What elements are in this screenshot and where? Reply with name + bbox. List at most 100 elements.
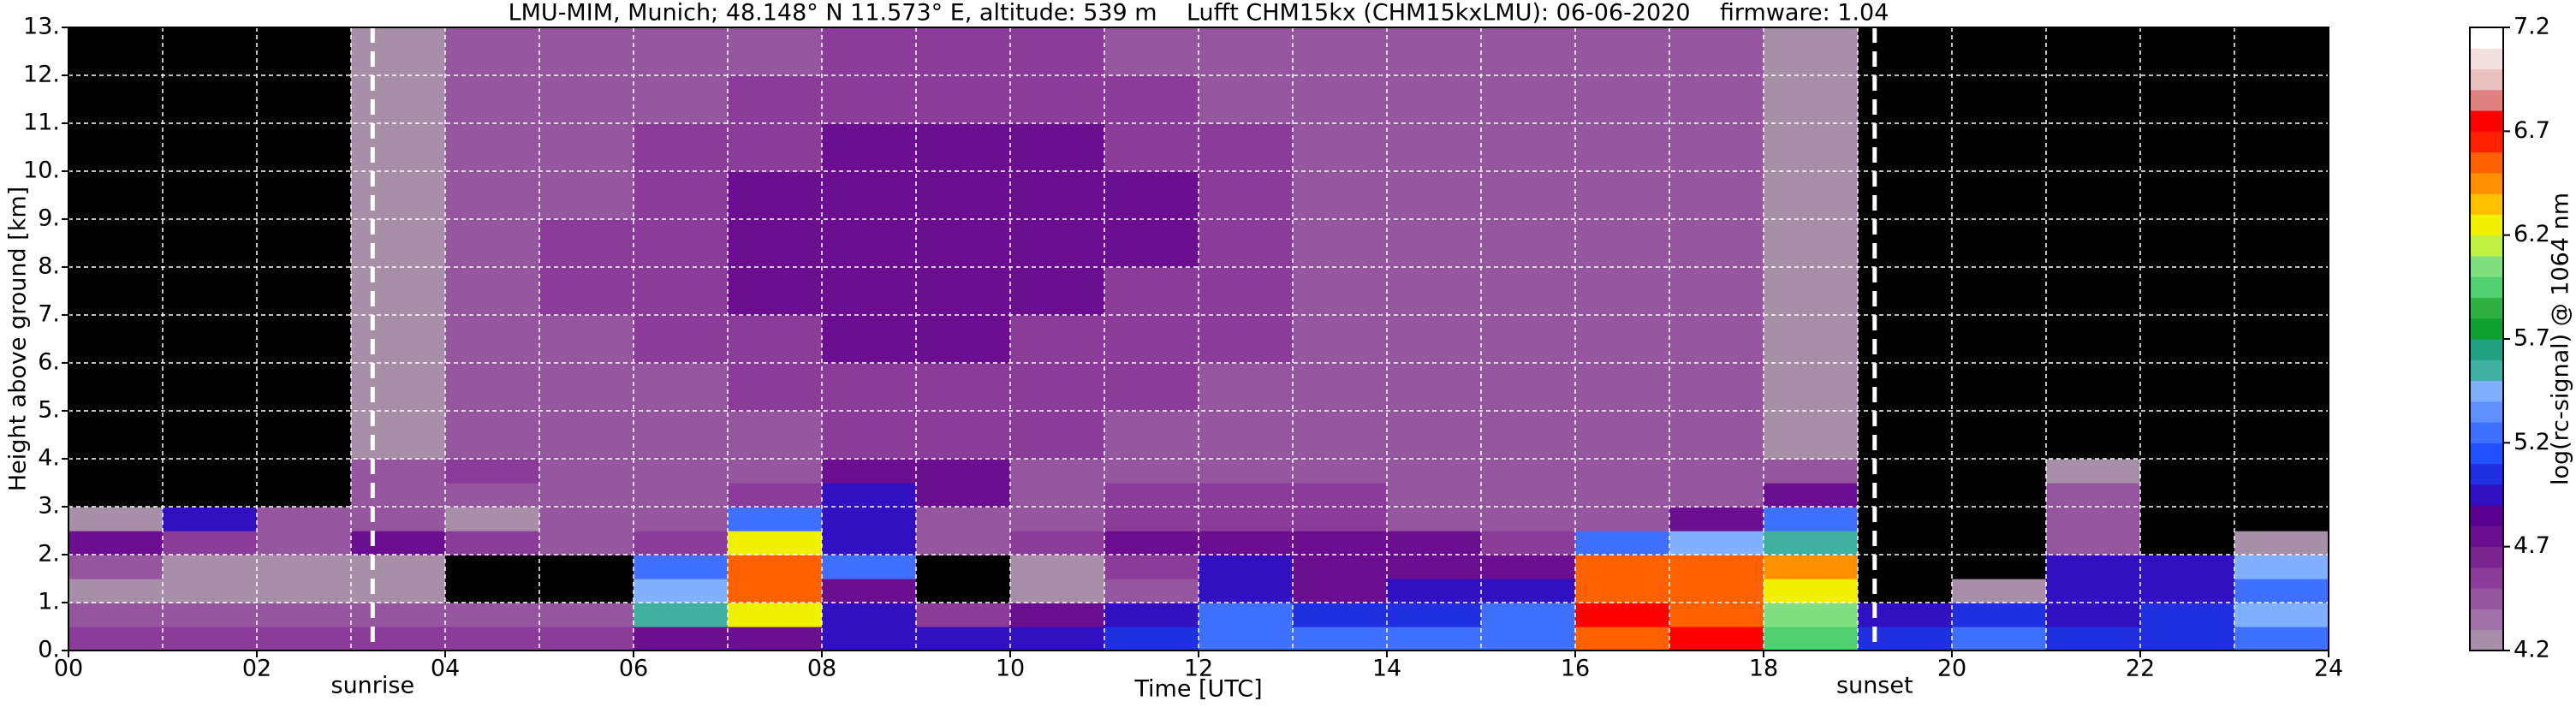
heatmap-cell — [1764, 555, 1859, 579]
heatmap-cell — [2234, 507, 2329, 532]
heatmap-cell — [1764, 219, 1859, 268]
heatmap-cell — [916, 219, 1011, 268]
heatmap-cell — [445, 459, 540, 484]
heatmap-cell — [916, 627, 1011, 651]
heatmap-cell — [728, 75, 823, 124]
heatmap-cell — [1104, 75, 1199, 124]
heatmap-cell — [916, 171, 1011, 220]
heatmap-cell — [2234, 603, 2329, 627]
heatmap-cell — [822, 75, 917, 124]
heatmap-cell — [916, 75, 1011, 124]
heatmap-cell — [1481, 123, 1576, 172]
heatmap-cell — [1858, 75, 1953, 124]
heatmap-cell — [2140, 531, 2235, 556]
heatmap-cell — [539, 27, 634, 76]
x-tick-label: 08 — [807, 656, 836, 682]
heatmap-cell — [2140, 603, 2235, 627]
x-tick-label: 06 — [619, 656, 648, 682]
heatmap-cell — [2140, 75, 2235, 124]
heatmap-cell — [1669, 459, 1764, 484]
heatmap-cell — [68, 27, 164, 76]
heatmap-cell — [351, 531, 446, 556]
heatmap-cell — [1952, 27, 2047, 76]
heatmap-cell — [1952, 267, 2047, 316]
heatmap-cell — [1952, 363, 2047, 412]
heatmap-cell — [539, 555, 634, 579]
heatmap-cell — [1104, 315, 1199, 364]
colorbar-segment — [2470, 443, 2503, 465]
heatmap-cell — [1858, 27, 1953, 76]
heatmap-cell — [1669, 555, 1764, 579]
heatmap-cell — [1858, 555, 1953, 579]
heatmap-cell — [68, 411, 164, 460]
heatmap-cell — [1104, 411, 1199, 460]
heatmap-cell — [2234, 531, 2329, 556]
heatmap-cell — [68, 555, 164, 579]
heatmap-cell — [539, 459, 634, 484]
heatmap-cell — [634, 555, 729, 579]
heatmap-cell — [1481, 555, 1576, 579]
heatmap-cell — [1293, 171, 1388, 220]
annotation-label: sunset — [1836, 673, 1913, 699]
heatmap-cell — [1387, 507, 1482, 532]
heatmap-cell — [1199, 483, 1294, 508]
heatmap-cell — [1387, 627, 1482, 651]
heatmap-cell — [728, 555, 823, 579]
heatmap-cell — [1575, 579, 1670, 603]
heatmap-cell — [2046, 483, 2141, 508]
heatmap-cell — [68, 75, 164, 124]
colorbar-segment — [2470, 422, 2503, 443]
heatmap-cell — [1104, 123, 1199, 172]
heatmap-cell — [634, 363, 729, 412]
heatmap-cell — [257, 579, 352, 603]
heatmap-cell — [1387, 123, 1482, 172]
heatmap-cell — [1952, 75, 2047, 124]
heatmap-cell — [2140, 171, 2235, 220]
heatmap-cell — [351, 315, 446, 364]
heatmap-cell — [2140, 627, 2235, 651]
heatmap-cell — [822, 411, 917, 460]
heatmap-cell — [634, 27, 729, 76]
heatmap-cell — [1387, 531, 1482, 556]
heatmap-cell — [1575, 267, 1670, 316]
heatmap-cell — [163, 363, 258, 412]
heatmap-cell — [68, 459, 164, 484]
heatmap-cell — [1575, 219, 1670, 268]
heatmap-cell — [1199, 459, 1294, 484]
heatmap-cell — [2234, 411, 2329, 460]
heatmap-cell — [1293, 555, 1388, 579]
heatmap-cell — [1952, 411, 2047, 460]
heatmap-cell — [1104, 627, 1199, 651]
heatmap-cell — [2234, 459, 2329, 484]
heatmap-cell — [728, 459, 823, 484]
heatmap-cell — [916, 579, 1011, 603]
heatmap-cell — [2140, 507, 2235, 532]
heatmap-cell — [257, 315, 352, 364]
heatmap-cell — [351, 627, 446, 651]
heatmap-cell — [351, 507, 446, 532]
colorbar-tick-label: 4.2 — [2514, 637, 2550, 663]
heatmap-cell — [351, 267, 446, 316]
heatmap-cell — [163, 267, 258, 316]
heatmap-cell — [822, 459, 917, 484]
heatmap-cell — [1575, 627, 1670, 651]
heatmap-cell — [728, 483, 823, 508]
heatmap-cell — [2046, 555, 2141, 579]
heatmap-cell — [1575, 171, 1670, 220]
heatmap-cell — [916, 27, 1011, 76]
heatmap-cell — [634, 315, 729, 364]
colorbar-segment — [2470, 110, 2503, 132]
heatmap-cell — [1010, 603, 1105, 627]
colorbar-segment — [2470, 567, 2503, 589]
heatmap-cell — [1387, 219, 1482, 268]
heatmap-cell — [351, 411, 446, 460]
heatmap-cell — [1481, 627, 1576, 651]
heatmap-cell — [1669, 603, 1764, 627]
heatmap-cell — [1387, 171, 1482, 220]
heatmap-cell — [634, 75, 729, 124]
heatmap-cell — [445, 627, 540, 651]
heatmap-cell — [351, 27, 446, 76]
heatmap-cell — [1387, 483, 1482, 508]
heatmap-cell — [1010, 531, 1105, 556]
